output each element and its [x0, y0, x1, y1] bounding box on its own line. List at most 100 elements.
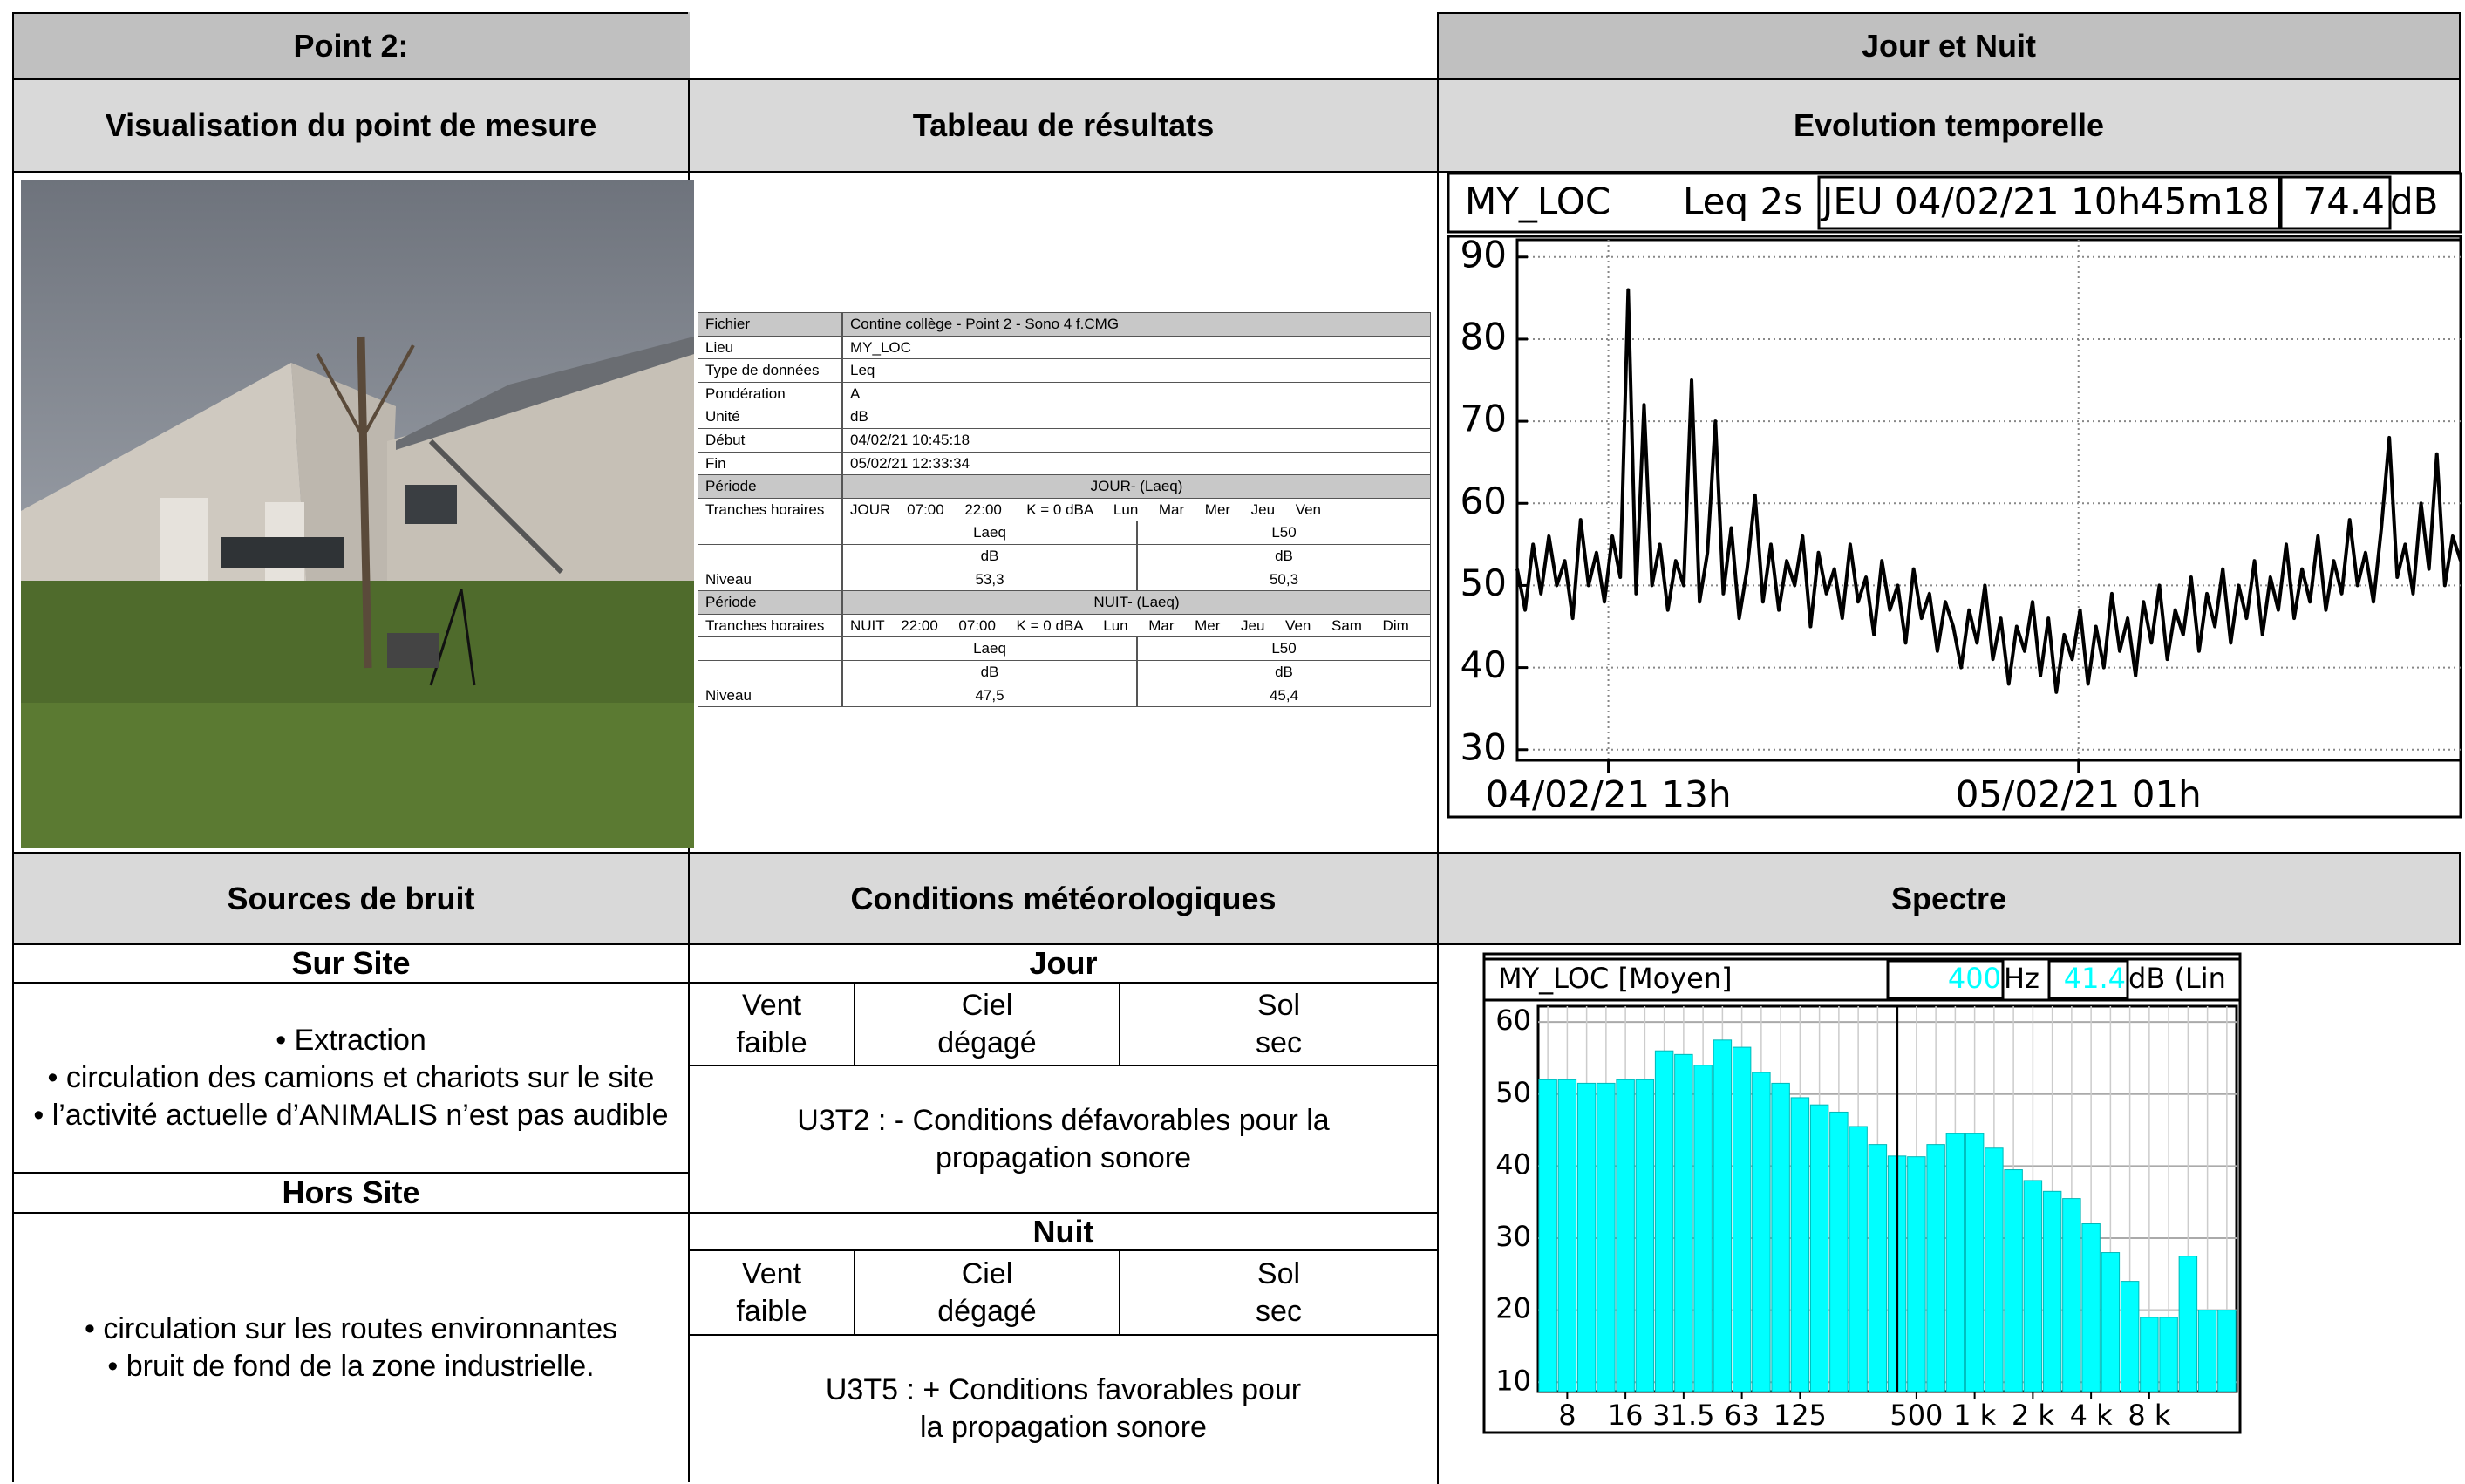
section-header: Sources de bruit	[12, 852, 690, 945]
spacer	[688, 12, 690, 80]
bar	[2004, 1169, 2023, 1392]
table-value: 45,4	[1137, 683, 1431, 708]
header-box	[1447, 172, 2462, 234]
bar	[2062, 1198, 2081, 1392]
y-tick-label: 40	[1461, 643, 1507, 686]
bar	[2178, 1256, 2198, 1392]
day-title: Jour	[688, 943, 1439, 984]
frequency-unit: Hz	[2004, 962, 2039, 995]
bar	[1654, 1050, 1674, 1392]
meteo-text: Ciel dégagé	[937, 988, 1037, 1059]
list-item: • circulation des camions et chariots su…	[47, 1060, 655, 1094]
level-line	[1515, 288, 2462, 694]
table-value: JOUR 07:00 22:00 K = 0 dBA Lun Mar Mer J…	[842, 497, 1431, 522]
bar	[1538, 1079, 1557, 1392]
header-box	[1886, 959, 2005, 1000]
x-tick-label: 63	[1724, 1399, 1760, 1432]
x-tick-label: 8	[1558, 1399, 1576, 1432]
meteo-text: Vent faible	[736, 988, 807, 1059]
x-tick-label: 500	[1890, 1399, 1943, 1432]
unit: dB	[2390, 180, 2438, 223]
plot-area	[1536, 1004, 2238, 1393]
x-tick-label: 125	[1774, 1399, 1827, 1432]
bar	[2042, 1190, 2062, 1392]
spectrum-cell	[1437, 943, 2461, 1484]
bar	[1597, 1082, 1616, 1392]
header-box	[1817, 175, 2281, 230]
bar	[1868, 1144, 1888, 1392]
bar	[1635, 1079, 1655, 1392]
table-value: JOUR- (Laeq)	[842, 474, 1431, 499]
y-tick-label: 20	[1495, 1292, 1531, 1325]
meteo-cell: Ciel dégagé	[854, 982, 1120, 1066]
cursor-value: 74.4	[2303, 180, 2385, 223]
table-label: Période	[698, 474, 842, 499]
cursor-frequency: 400	[1948, 962, 2001, 995]
bar	[2197, 1310, 2217, 1392]
y-tick-label: 50	[1461, 562, 1507, 604]
period-title: Jour et Nuit	[1437, 12, 2461, 80]
bar	[1829, 1111, 1849, 1392]
y-tick-label: 50	[1495, 1076, 1531, 1109]
point-title: Point 2:	[12, 12, 690, 80]
meteo-cell: Ciel dégagé	[854, 1249, 1120, 1336]
table-value: Contine collège - Point 2 - Sono 4 f.CMG	[842, 312, 1431, 337]
bar	[1849, 1126, 1868, 1392]
list-item: • circulation sur les routes environnant…	[85, 1312, 617, 1345]
meteo-text: Sol sec	[1256, 988, 1302, 1059]
bar	[1713, 1039, 1733, 1392]
x-tick-label: 31.5	[1652, 1399, 1714, 1432]
off-site-title: Hors Site	[12, 1172, 690, 1214]
meteo-note: U3T2 : - Conditions défavorables pour la…	[688, 1065, 1439, 1214]
x-tick-label: 8 k	[2128, 1399, 2171, 1432]
bar	[1693, 1065, 1713, 1392]
table-label: Niveau	[698, 683, 842, 708]
table-label: Tranches horaires	[698, 613, 842, 638]
y-tick-label: 80	[1461, 315, 1507, 357]
meteo-cell: Vent faible	[688, 1249, 855, 1336]
bar	[2120, 1281, 2140, 1392]
cursor-value: 41.4	[2064, 962, 2126, 995]
on-site-list: • Extraction • circulation des camions e…	[12, 982, 690, 1174]
meteo-text: Vent faible	[736, 1256, 807, 1328]
header-box	[1482, 957, 2242, 1002]
timestamp: JEU 04/02/21 10h45m18	[1820, 180, 2270, 223]
bar	[2159, 1317, 2178, 1392]
bar	[1985, 1147, 2004, 1392]
y-tick-label: 30	[1495, 1220, 1531, 1253]
off-site-list: • circulation sur les routes environnant…	[12, 1212, 690, 1482]
section-header: Visualisation du point de mesure	[12, 78, 690, 173]
table-value: 47,5	[842, 683, 1137, 708]
index: Leq 2s	[1683, 180, 1802, 223]
y-tick-label: 30	[1461, 725, 1507, 768]
bar	[1752, 1072, 1771, 1392]
y-tick-label: 60	[1461, 480, 1507, 522]
meteo-note: U3T5 : + Conditions favorables pour la p…	[688, 1334, 1439, 1482]
table-value: NUIT 22:00 07:00 K = 0 dBA Lun Mar Mer J…	[842, 613, 1431, 638]
x-tick-label: 4 k	[2070, 1399, 2114, 1432]
x-tick-label: 05/02/21 01h	[1956, 773, 2202, 816]
bar	[1926, 1144, 1945, 1392]
y-tick-label: 70	[1461, 398, 1507, 440]
meteo-cell: Vent faible	[688, 982, 855, 1066]
bar	[1945, 1133, 1965, 1392]
bar	[1809, 1104, 1829, 1392]
on-site-title: Sur Site	[12, 943, 690, 984]
bar	[1576, 1082, 1597, 1392]
list-item: • bruit de fond de la zone industrielle.	[107, 1350, 595, 1383]
list-item: • Extraction	[276, 1023, 426, 1057]
table-label: Fichier	[698, 312, 842, 337]
section-header: Conditions météorologiques	[688, 852, 1439, 945]
meteo-text: Sol sec	[1256, 1256, 1302, 1328]
x-tick-label: 1 k	[1953, 1399, 1997, 1432]
bar	[2217, 1310, 2237, 1392]
bar	[1771, 1082, 1790, 1392]
table-label: Période	[698, 590, 842, 615]
meteo-cell: Sol sec	[1119, 982, 1439, 1066]
bar	[2101, 1252, 2121, 1392]
table-value: 04/02/21 10:45:18	[842, 428, 1431, 453]
night-title: Nuit	[688, 1212, 1439, 1251]
